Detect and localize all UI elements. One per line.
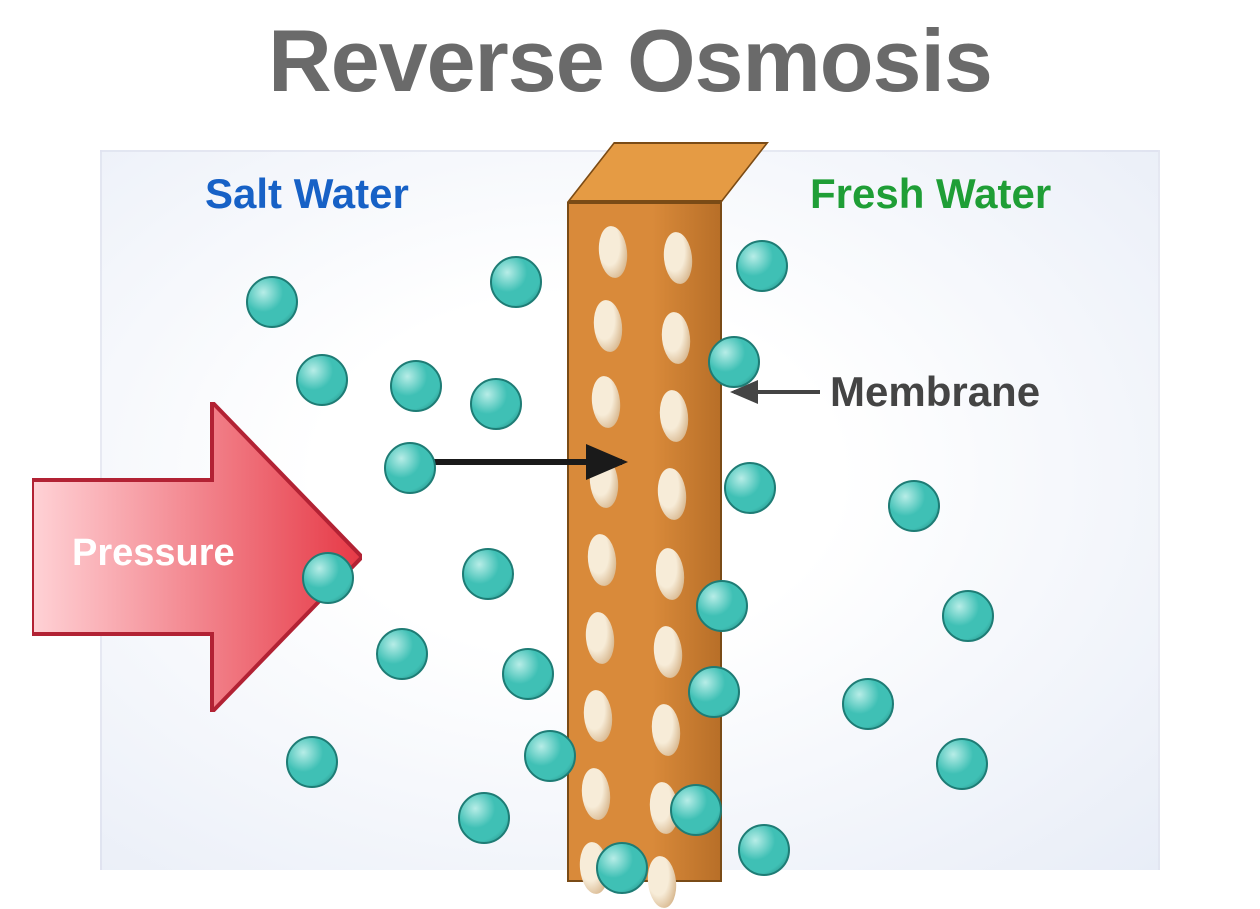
water-particle bbox=[708, 336, 760, 388]
water-particle bbox=[462, 548, 514, 600]
membrane-hole bbox=[596, 225, 629, 280]
membrane-hole bbox=[655, 467, 688, 522]
water-particle bbox=[888, 480, 940, 532]
membrane-hole bbox=[589, 375, 622, 430]
water-particle bbox=[936, 738, 988, 790]
fresh-water-label: Fresh Water bbox=[810, 170, 1051, 218]
pressure-label: Pressure bbox=[72, 532, 235, 575]
water-particle bbox=[302, 552, 354, 604]
membrane-hole bbox=[645, 855, 678, 909]
water-particle bbox=[942, 590, 994, 642]
membrane-hole bbox=[581, 689, 614, 744]
water-particle bbox=[296, 354, 348, 406]
water-particle bbox=[470, 378, 522, 430]
membrane-hole bbox=[579, 767, 612, 822]
water-particle bbox=[688, 666, 740, 718]
water-particle bbox=[524, 730, 576, 782]
page-title: Reverse Osmosis bbox=[0, 10, 1260, 112]
membrane-front-face bbox=[567, 202, 722, 882]
salt-water-label: Salt Water bbox=[205, 170, 409, 218]
water-particle bbox=[490, 256, 542, 308]
membrane-hole bbox=[661, 231, 694, 286]
water-particle bbox=[286, 736, 338, 788]
membrane-hole bbox=[649, 703, 682, 758]
membrane-hole bbox=[659, 311, 692, 366]
water-particle bbox=[502, 648, 554, 700]
membrane-hole bbox=[657, 389, 690, 444]
water-particle bbox=[384, 442, 436, 494]
water-particle bbox=[696, 580, 748, 632]
water-particle bbox=[458, 792, 510, 844]
membrane-top-face bbox=[567, 142, 769, 202]
water-particle bbox=[376, 628, 428, 680]
water-particle bbox=[736, 240, 788, 292]
water-particle bbox=[246, 276, 298, 328]
water-particle bbox=[738, 824, 790, 876]
membrane-hole bbox=[651, 625, 684, 680]
water-particle bbox=[390, 360, 442, 412]
water-particle bbox=[724, 462, 776, 514]
membrane-hole bbox=[585, 533, 618, 588]
water-particle bbox=[670, 784, 722, 836]
membrane-hole bbox=[591, 299, 624, 354]
membrane bbox=[567, 202, 722, 882]
water-particle bbox=[842, 678, 894, 730]
membrane-label: Membrane bbox=[830, 368, 1040, 416]
water-particle bbox=[596, 842, 648, 894]
diagram-stage: Pressure bbox=[100, 150, 1160, 870]
membrane-hole bbox=[653, 547, 686, 602]
membrane-hole bbox=[583, 611, 616, 666]
